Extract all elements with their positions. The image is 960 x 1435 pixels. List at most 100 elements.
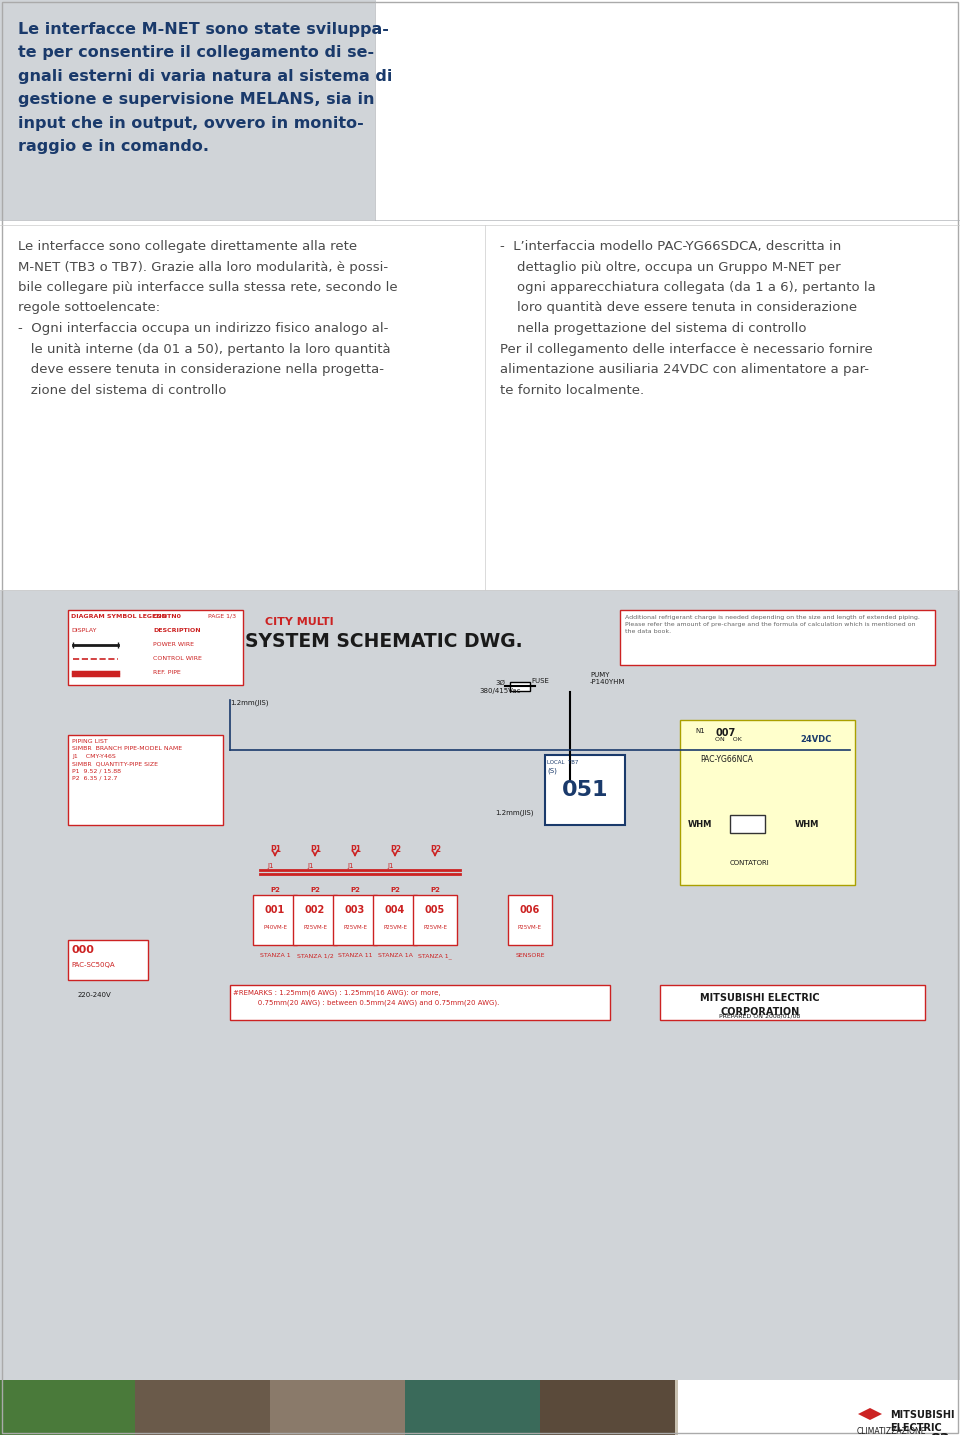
Text: P2: P2: [350, 887, 360, 893]
Text: PREPARED ON 2008/01/08: PREPARED ON 2008/01/08: [719, 1013, 801, 1017]
Text: MITSUBISHI
ELECTRIC: MITSUBISHI ELECTRIC: [890, 1411, 954, 1434]
Text: P2: P2: [430, 845, 441, 854]
Text: J1: J1: [307, 862, 314, 870]
Bar: [620, 610, 935, 664]
Text: DESCRIPTION: DESCRIPTION: [153, 629, 201, 633]
Bar: [660, 984, 925, 1020]
Text: CLIMATIZZAZIONE: CLIMATIZZAZIONE: [857, 1426, 926, 1435]
Text: STANZA 11: STANZA 11: [338, 953, 372, 959]
Text: CITY MULTI: CITY MULTI: [265, 617, 334, 627]
Bar: [270, 1380, 405, 1435]
Text: CONTN0: CONTN0: [153, 614, 181, 618]
Text: -  L’interfaccia modello PAC-YG66SDCA, descritta in
    dettaglio più oltre, occ: - L’interfaccia modello PAC-YG66SDCA, de…: [500, 240, 876, 396]
Bar: [68, 940, 148, 980]
FancyBboxPatch shape: [0, 220, 960, 580]
Text: P25VM-E: P25VM-E: [383, 926, 407, 930]
Text: STANZA 1_: STANZA 1_: [419, 953, 452, 959]
Text: DIAGRAM SYMBOL LEGEND: DIAGRAM SYMBOL LEGEND: [71, 614, 167, 618]
Bar: [405, 1380, 540, 1435]
Text: PIPING LIST
SIMBR  BRANCH PIPE-MODEL NAME
J1    CMY-Y46S
SIMBR  QUANTITY-PIPE SI: PIPING LIST SIMBR BRANCH PIPE-MODEL NAME…: [72, 739, 182, 781]
Text: 1.2mm(JIS): 1.2mm(JIS): [495, 809, 534, 817]
Text: PUMY
-P140YHM: PUMY -P140YHM: [590, 672, 626, 686]
Text: STANZA 1/2: STANZA 1/2: [297, 953, 333, 959]
Text: 3Ø
380/415Vac: 3Ø 380/415Vac: [479, 680, 520, 693]
Bar: [68, 610, 243, 684]
Text: P25VM-E: P25VM-E: [343, 926, 367, 930]
FancyBboxPatch shape: [0, 590, 960, 1380]
Polygon shape: [858, 1408, 882, 1421]
Text: 220-240V: 220-240V: [78, 992, 111, 997]
Text: P2: P2: [270, 887, 280, 893]
Text: 003: 003: [345, 905, 365, 916]
Text: P2: P2: [390, 887, 400, 893]
Bar: [68, 735, 223, 825]
Text: 1.2mm(JIS): 1.2mm(JIS): [230, 700, 269, 706]
Text: 004: 004: [385, 905, 405, 916]
Text: 24VDC: 24VDC: [800, 735, 831, 743]
Text: P25VM-E: P25VM-E: [423, 926, 447, 930]
Bar: [333, 895, 377, 946]
Bar: [230, 984, 610, 1020]
Text: (S): (S): [547, 766, 557, 773]
Text: REF. PIPE: REF. PIPE: [153, 670, 180, 674]
Text: PAC-SC50QA: PAC-SC50QA: [71, 961, 114, 969]
Text: DISPLAY: DISPLAY: [71, 629, 97, 633]
Text: Le interfacce sono collegate direttamente alla rete
M-NET (TB3 o TB7). Grazie al: Le interfacce sono collegate direttament…: [18, 240, 397, 396]
Text: P2: P2: [310, 887, 320, 893]
Text: PAGE 1/3: PAGE 1/3: [208, 614, 236, 618]
Bar: [730, 815, 765, 832]
Bar: [293, 895, 337, 946]
Text: FUSE: FUSE: [531, 677, 549, 684]
FancyBboxPatch shape: [375, 0, 960, 220]
Text: 005: 005: [425, 905, 445, 916]
Text: P25VM-E: P25VM-E: [303, 926, 327, 930]
Bar: [413, 895, 457, 946]
Text: 001: 001: [265, 905, 285, 916]
Text: P1: P1: [270, 845, 281, 854]
Text: STANZA 1: STANZA 1: [260, 953, 290, 959]
Bar: [680, 720, 855, 885]
Text: 051: 051: [562, 781, 609, 799]
Text: P25VM-E: P25VM-E: [518, 926, 542, 930]
Text: N1: N1: [695, 728, 705, 733]
Text: 006: 006: [520, 905, 540, 916]
Text: J1: J1: [267, 862, 274, 870]
Text: Additional refrigerant charge is needed depending on the size and length of exte: Additional refrigerant charge is needed …: [625, 616, 920, 634]
Text: CONTATORI: CONTATORI: [730, 860, 770, 865]
Bar: [545, 755, 625, 825]
Bar: [540, 1380, 675, 1435]
Text: #REMARKS : 1.25mm(6 AWG) : 1.25mm(16 AWG): or more,
           0.75mm(20 AWG) : : #REMARKS : 1.25mm(6 AWG) : 1.25mm(16 AWG…: [233, 990, 499, 1006]
Text: PAC-YG66NCA: PAC-YG66NCA: [700, 755, 753, 763]
Text: 002: 002: [305, 905, 325, 916]
FancyBboxPatch shape: [0, 1380, 960, 1435]
Text: SYSTEM SCHEMATIC DWG.: SYSTEM SCHEMATIC DWG.: [245, 631, 522, 651]
Text: WHM: WHM: [795, 819, 820, 829]
Text: J1: J1: [387, 862, 394, 870]
Text: Le interfacce M-NET sono state sviluppa-
te per consentire il collegamento di se: Le interfacce M-NET sono state sviluppa-…: [18, 22, 393, 154]
Text: MITSUBISHI ELECTRIC
CORPORATION: MITSUBISHI ELECTRIC CORPORATION: [700, 993, 820, 1017]
Bar: [508, 895, 552, 946]
Bar: [373, 895, 417, 946]
Text: WHM: WHM: [688, 819, 712, 829]
Text: P2: P2: [390, 845, 401, 854]
FancyBboxPatch shape: [0, 0, 375, 220]
Text: P2: P2: [430, 887, 440, 893]
Bar: [510, 682, 530, 692]
Text: P1: P1: [350, 845, 361, 854]
Text: P40VM-E: P40VM-E: [263, 926, 287, 930]
Text: SENSORE: SENSORE: [516, 953, 544, 959]
Text: 000: 000: [71, 946, 94, 956]
Text: LOCAL  TB7: LOCAL TB7: [547, 761, 578, 765]
Text: STANZA 1A: STANZA 1A: [377, 953, 413, 959]
Text: POWER WIRE: POWER WIRE: [153, 641, 194, 647]
Bar: [678, 1380, 960, 1435]
Text: P1: P1: [310, 845, 321, 854]
Text: 007: 007: [715, 728, 735, 738]
Text: 83: 83: [930, 1432, 949, 1435]
Text: J1: J1: [347, 862, 353, 870]
Text: ON    OK: ON OK: [715, 738, 742, 742]
Bar: [135, 1380, 270, 1435]
Bar: [0, 1380, 135, 1435]
Text: CONTROL WIRE: CONTROL WIRE: [153, 656, 202, 662]
Bar: [253, 895, 297, 946]
